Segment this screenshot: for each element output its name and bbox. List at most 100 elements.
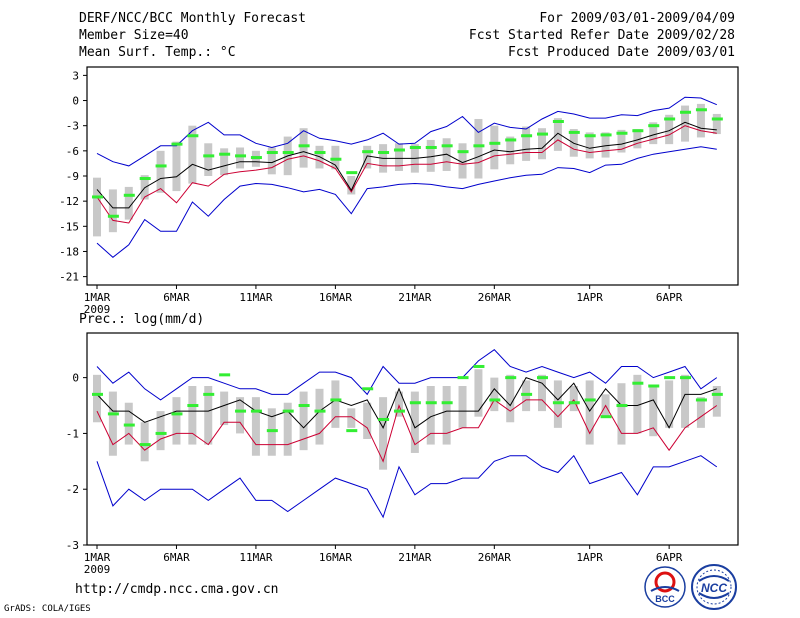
series-max-line — [96, 349, 718, 401]
marker-point — [648, 384, 660, 388]
marker-point — [505, 138, 517, 142]
marker-point — [330, 157, 342, 161]
source-url[interactable]: http://cmdp.ncc.cma.gov.cn — [75, 582, 279, 597]
marker-point — [378, 151, 390, 155]
spread-box — [188, 386, 197, 445]
marker-point — [425, 401, 437, 405]
spread-box — [458, 386, 467, 428]
marker-point — [552, 120, 564, 123]
spread-box — [331, 145, 340, 170]
marker-point — [489, 141, 501, 145]
y-tick-label-2: -1 — [66, 427, 79, 440]
marker-point — [409, 401, 421, 405]
marker-point — [600, 415, 612, 419]
spread-box — [617, 129, 626, 153]
chart-title: DERF/NCC/BCC Monthly Forecast — [79, 11, 306, 26]
spread-box — [379, 397, 388, 470]
spread-box — [712, 113, 721, 135]
spread-box — [124, 186, 133, 220]
y-tick-label-1: 0 — [72, 95, 79, 108]
x-year-label-1: 2009 — [84, 303, 111, 316]
marker-point — [155, 431, 167, 435]
marker-point — [139, 177, 151, 181]
marker-point — [632, 381, 644, 385]
spread-box — [696, 397, 705, 428]
spread-box — [458, 143, 467, 179]
marker-point — [171, 412, 183, 416]
spread-box — [93, 177, 101, 237]
marker-point — [457, 150, 469, 154]
marker-point — [155, 164, 167, 168]
spread-box — [172, 397, 181, 445]
spread-box — [538, 374, 546, 412]
marker-point — [235, 154, 247, 158]
spread-box — [188, 125, 197, 184]
x-tick-label-1: 1APR — [576, 291, 603, 304]
x-tick-label-1: 6APR — [656, 291, 683, 304]
spread-box — [299, 391, 308, 451]
y-tick-label-1: -6 — [66, 145, 79, 158]
spread-box — [251, 397, 260, 456]
marker-point — [250, 409, 262, 413]
variable-label: Mean Surf. Temp.: °C — [79, 45, 236, 60]
marker-point — [92, 392, 103, 396]
x-year-label-2: 2009 — [84, 563, 111, 576]
marker-point — [680, 376, 692, 380]
spread-box — [140, 422, 149, 462]
spread-box — [665, 114, 674, 145]
x-tick-label-1: 26MAR — [478, 291, 511, 304]
spread-box — [204, 143, 213, 176]
marker-point — [711, 117, 723, 121]
spread-box — [522, 126, 531, 161]
marker-point — [107, 412, 119, 416]
x-tick-label-2: 1MAR — [84, 551, 111, 564]
spread-box — [426, 386, 435, 445]
spread-box — [506, 374, 515, 423]
y-tick-label-1: -15 — [59, 220, 79, 233]
x-tick-label-2: 11MAR — [239, 551, 272, 564]
marker-point — [441, 144, 453, 148]
spread-box — [633, 129, 642, 149]
spread-box — [490, 377, 499, 412]
grads-credit: GrADS: COLA/IGES — [4, 604, 91, 614]
spread-box — [553, 118, 562, 151]
marker-point — [473, 364, 485, 368]
spread-box — [474, 369, 483, 417]
spread-box — [569, 386, 578, 412]
marker-point — [346, 429, 358, 433]
marker-point — [632, 129, 644, 133]
marker-point — [266, 429, 278, 433]
marker-point — [473, 144, 485, 148]
x-tick-label-2: 6APR — [656, 551, 683, 564]
spread-box — [236, 147, 245, 169]
marker-point — [314, 409, 326, 413]
spread-box — [442, 386, 451, 445]
spread-box — [108, 391, 117, 456]
marker-point — [457, 376, 469, 380]
spread-box — [681, 105, 690, 142]
marker-point — [521, 134, 533, 138]
spread-box — [426, 139, 435, 172]
marker-point — [378, 417, 390, 421]
marker-point — [362, 387, 374, 391]
spread-box — [649, 386, 658, 437]
spread-box — [633, 374, 642, 434]
plot-frame-2 — [86, 332, 739, 546]
marker-point — [664, 117, 676, 121]
x-tick-label-1: 21MAR — [398, 291, 431, 304]
marker-point — [330, 398, 342, 402]
series-min-line — [96, 146, 717, 258]
marker-point — [123, 423, 135, 427]
marker-point — [187, 134, 199, 138]
marker-point — [568, 130, 580, 134]
spread-box — [585, 380, 594, 445]
marker-point — [537, 376, 548, 380]
marker-point — [409, 145, 421, 149]
marker-point — [664, 376, 676, 380]
marker-point — [441, 401, 453, 405]
forecast-produced-date: Fcst Produced Date 2009/03/01 — [508, 45, 735, 60]
marker-point — [266, 151, 278, 155]
marker-point — [203, 392, 215, 396]
forecast-started-date: Fcst Started Refer Date 2009/02/28 — [468, 28, 735, 43]
